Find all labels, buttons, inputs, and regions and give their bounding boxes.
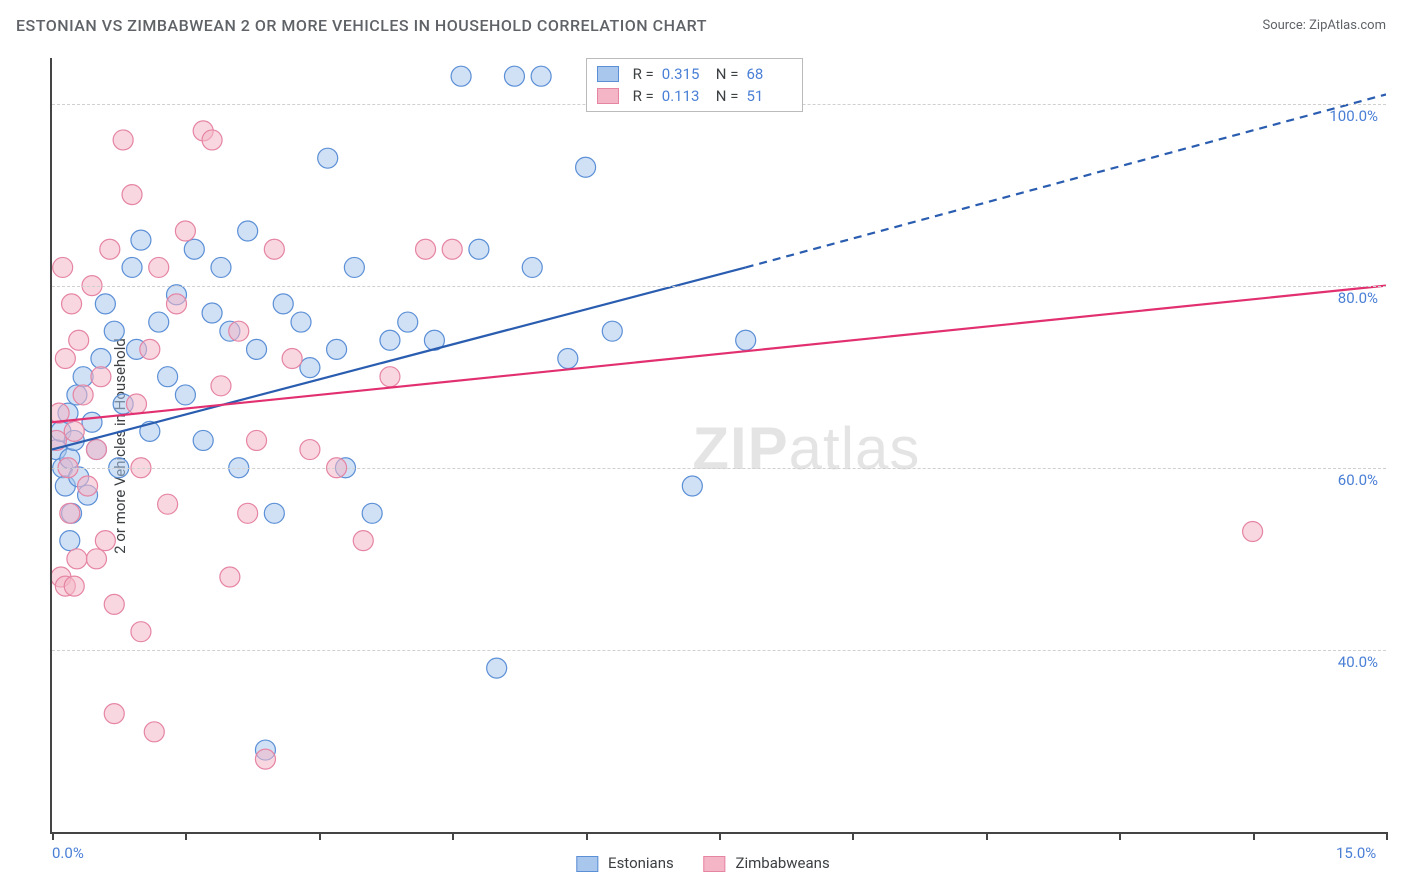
swatch-zimbabweans-icon (704, 856, 726, 872)
x-tick-label: 0.0% (52, 844, 84, 862)
x-tick-label: 15.0% (1336, 844, 1376, 862)
swatch-estonians-icon (576, 856, 598, 872)
r-value-zimbabweans: 0.113 (662, 87, 708, 105)
n-value-zimbabweans: 51 (746, 87, 792, 105)
stats-legend-box: R = 0.315 N = 68 R = 0.113 N = 51 (586, 58, 804, 112)
r-value-estonians: 0.315 (662, 65, 708, 83)
chart-container: ESTONIAN VS ZIMBABWEAN 2 OR MORE VEHICLE… (0, 0, 1406, 892)
x-tick (52, 832, 54, 840)
r-label: R = (633, 87, 654, 105)
x-tick (1386, 832, 1388, 840)
plot-area: R = 0.315 N = 68 R = 0.113 N = 51 ZIPatl… (50, 58, 1386, 834)
source-attribution: Source: ZipAtlas.com (1262, 18, 1386, 33)
x-tick (185, 832, 187, 840)
gridline (52, 468, 1386, 469)
legend-item-zimbabweans: Zimbabweans (704, 854, 830, 872)
x-tick (852, 832, 854, 840)
n-value-estonians: 68 (746, 65, 792, 83)
r-label: R = (633, 65, 654, 83)
chart-title: ESTONIAN VS ZIMBABWEAN 2 OR MORE VEHICLE… (16, 16, 707, 35)
y-tick-label: 80.0% (1338, 289, 1378, 307)
y-tick-label: 40.0% (1338, 653, 1378, 671)
x-tick (1119, 832, 1121, 840)
legend-item-estonians: Estonians (576, 854, 673, 872)
watermark: ZIPatlas (692, 414, 920, 483)
y-tick-label: 60.0% (1338, 471, 1378, 489)
legend-label-estonians: Estonians (608, 854, 674, 872)
bottom-legend: Estonians Zimbabweans (576, 854, 829, 872)
gridline (52, 650, 1386, 651)
n-label: N = (716, 87, 739, 105)
scatter-svg (52, 58, 1386, 832)
x-tick (586, 832, 588, 840)
stats-row-estonians: R = 0.315 N = 68 (597, 63, 793, 85)
x-tick (452, 832, 454, 840)
x-tick (986, 832, 988, 840)
stats-row-zimbabweans: R = 0.113 N = 51 (597, 85, 793, 107)
legend-label-zimbabweans: Zimbabweans (735, 854, 829, 872)
gridline (52, 286, 1386, 287)
swatch-estonians-icon (597, 66, 619, 82)
x-tick (319, 832, 321, 840)
swatch-zimbabweans-icon (597, 88, 619, 104)
n-label: N = (716, 65, 739, 83)
y-tick-label: 100.0% (1329, 107, 1378, 125)
x-tick (719, 832, 721, 840)
x-tick (1253, 832, 1255, 840)
